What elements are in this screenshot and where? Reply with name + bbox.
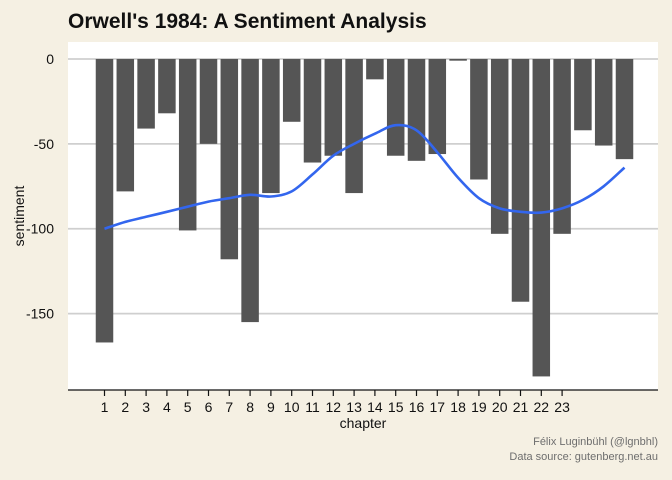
bar (511, 58, 530, 302)
bar (532, 58, 551, 377)
credit-source: Data source: gutenberg.net.au (509, 451, 658, 463)
x-tick-label: 2 (121, 399, 129, 415)
x-tick-label: 19 (471, 399, 487, 415)
x-tick-label: 10 (284, 399, 300, 415)
x-tick-label: 13 (346, 399, 362, 415)
bar (241, 58, 259, 323)
y-tick-label: -50 (34, 136, 54, 152)
bar (615, 58, 634, 160)
y-tick-label: -100 (26, 221, 54, 237)
bar (137, 58, 155, 129)
x-tick-label: 22 (534, 399, 550, 415)
bar (303, 58, 322, 163)
bar (345, 58, 363, 194)
x-axis-ticks: 1 2 3 4 5 6 7 8 9 10 11 12 13 14 15 16 17 18 19 20 21 22 23 (101, 390, 570, 415)
x-tick-label: 3 (142, 399, 150, 415)
chart-title: Orwell's 1984: A Sentiment Analysis (68, 10, 427, 33)
bar (574, 58, 592, 131)
trend-line (104, 123, 626, 230)
bar (95, 58, 114, 343)
y-axis-ticks: 0 -50 -100 -150 (26, 51, 54, 322)
x-tick-label: 4 (163, 399, 171, 415)
y-tick-label: 0 (46, 51, 54, 67)
bar (158, 58, 176, 114)
y-tick-label: -150 (26, 306, 54, 322)
bar (449, 58, 467, 61)
x-tick-label: 8 (246, 399, 254, 415)
bar (282, 58, 301, 122)
x-tick-label: 9 (267, 399, 275, 415)
x-tick-label: 23 (554, 399, 570, 415)
x-tick-label: 11 (305, 399, 320, 415)
x-tick-label: 7 (225, 399, 233, 415)
bar (594, 58, 613, 146)
bar (324, 58, 343, 156)
bar (428, 58, 447, 155)
x-tick-label: 17 (430, 399, 446, 415)
x-tick-label: 14 (367, 399, 383, 415)
x-tick-label: 21 (513, 399, 529, 415)
x-axis-label: chapter (340, 415, 387, 431)
bar (366, 58, 384, 80)
x-tick-label: 20 (492, 399, 508, 415)
x-tick-label: 15 (388, 399, 404, 415)
x-tick-label: 1 (101, 399, 109, 415)
bar (553, 58, 571, 234)
bar (220, 58, 239, 260)
credit-author: Félix Luginbühl (@lgnbhl) (533, 436, 658, 448)
bar (490, 58, 509, 234)
bar (116, 58, 135, 192)
bar (199, 58, 218, 144)
x-tick-label: 16 (409, 399, 425, 415)
bar (407, 58, 426, 161)
bar (262, 58, 280, 194)
x-tick-label: 12 (326, 399, 342, 415)
bars (95, 58, 634, 377)
bar (386, 58, 405, 156)
bar (470, 58, 488, 180)
y-axis-label: sentiment (11, 186, 27, 247)
x-tick-label: 5 (184, 399, 192, 415)
x-tick-label: 6 (205, 399, 213, 415)
bar (178, 58, 197, 231)
x-tick-label: 18 (450, 399, 466, 415)
